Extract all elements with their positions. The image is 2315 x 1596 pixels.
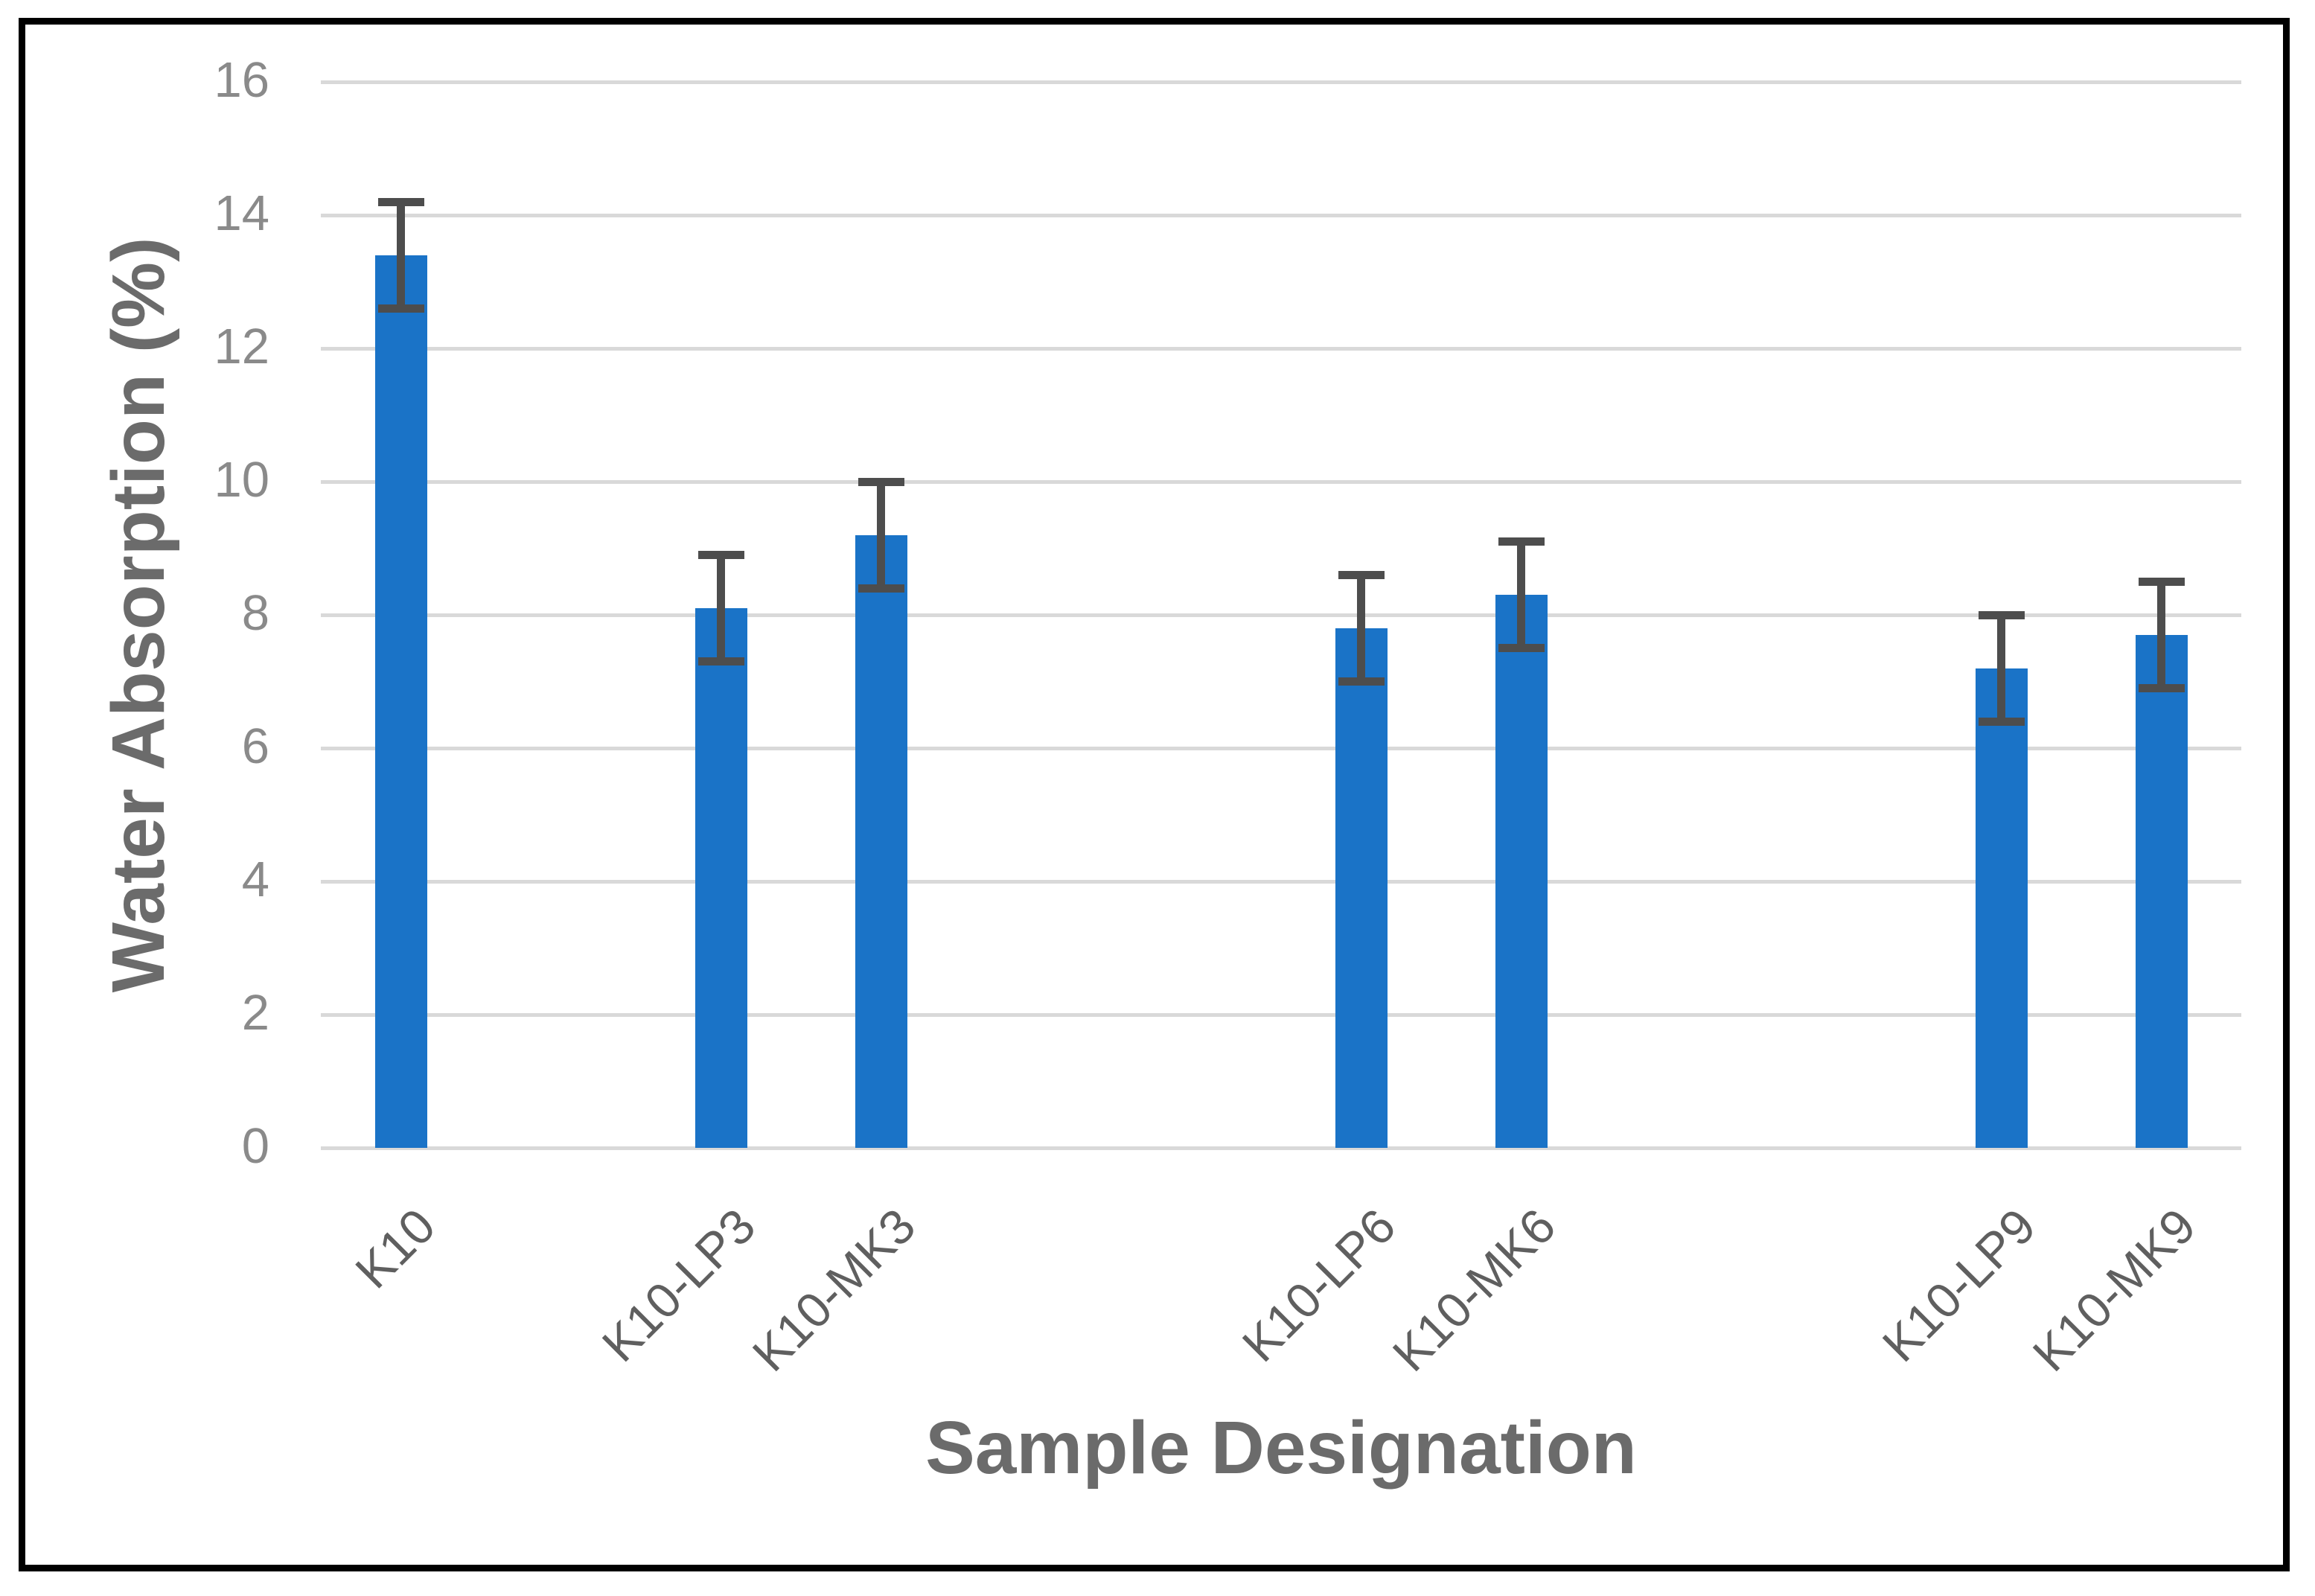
gridline [321,346,2241,351]
error-bar-cap-top [2138,577,2185,586]
y-tick-label: 6 [241,718,269,774]
bar [2135,634,2188,1148]
error-bar-cap-top [858,477,904,486]
bar [855,534,907,1148]
y-tick-label: 0 [241,1117,269,1174]
error-bar-cap-top [1978,610,2025,619]
y-tick-label: 8 [241,584,269,641]
error-bar-cap-bottom [1978,717,2025,726]
error-bar-cap-bottom [1498,644,1545,653]
gridline [321,1012,2241,1017]
gridline [321,746,2241,750]
gridline [321,213,2241,217]
y-tick-label: 14 [214,185,269,241]
chart-border [19,18,2290,1571]
y-axis-title: Water Absorption (%) [97,237,180,993]
error-bar [877,482,885,589]
y-tick-label: 16 [214,51,269,108]
error-bar [2157,581,2165,689]
gridline [321,613,2241,617]
error-bar-cap-bottom [2138,683,2185,692]
y-tick-label: 2 [241,984,269,1041]
error-bar-cap-top [697,550,744,559]
error-bar [1997,615,2005,722]
gridline [321,879,2241,884]
bar [1975,668,2028,1148]
error-bar [397,202,405,309]
error-bar-cap-bottom [858,584,904,593]
gridline [321,1146,2241,1150]
error-bar [1357,575,1365,682]
bar [374,255,427,1148]
x-axis-title: Sample Designation [925,1406,1637,1490]
y-tick-label: 10 [214,451,269,508]
error-bar-cap-bottom [1338,677,1385,686]
bar [1335,628,1388,1148]
error-bar-cap-top [1338,570,1385,579]
error-bar-cap-top [377,197,424,206]
error-bar-cap-top [1498,537,1545,546]
bar [694,608,747,1148]
error-bar [717,555,725,662]
gridline [321,80,2241,84]
y-tick-label: 4 [241,851,269,907]
bar [1495,595,1548,1148]
error-bar-cap-bottom [697,657,744,666]
error-bar [1517,541,1525,648]
y-tick-label: 12 [214,318,269,374]
gridline [321,479,2241,484]
error-bar-cap-bottom [377,304,424,313]
